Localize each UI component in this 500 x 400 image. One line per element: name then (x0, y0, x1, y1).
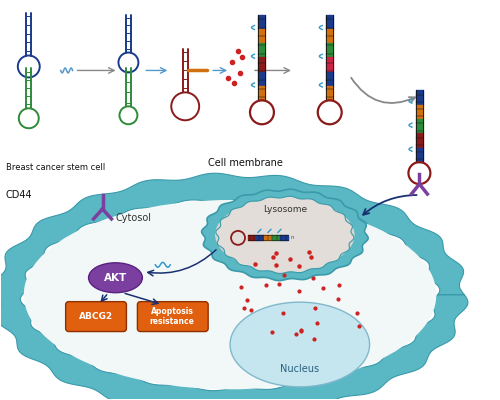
Ellipse shape (88, 263, 142, 293)
Text: DOX: DOX (224, 92, 242, 101)
Polygon shape (216, 196, 354, 274)
Ellipse shape (230, 302, 370, 387)
Text: $n$: $n$ (336, 10, 342, 19)
Ellipse shape (24, 200, 436, 389)
Text: Cytosol: Cytosol (116, 213, 152, 223)
Text: Lysosome: Lysosome (263, 206, 307, 214)
Text: Apoptosis
resistance: Apoptosis resistance (150, 307, 194, 326)
FancyBboxPatch shape (66, 302, 126, 332)
Polygon shape (0, 173, 468, 400)
Text: AKT: AKT (104, 273, 127, 283)
Text: M1: M1 (42, 26, 58, 36)
Text: M2: M2 (42, 81, 58, 91)
Text: AKTin peptide: AKTin peptide (62, 56, 115, 66)
Text: Breast cancer stem cell: Breast cancer stem cell (6, 163, 105, 172)
Text: Cell membrane: Cell membrane (208, 158, 282, 168)
Text: TA6NT-AKTin-DOX: TA6NT-AKTin-DOX (293, 4, 366, 13)
Text: Nucleus: Nucleus (280, 364, 320, 374)
Text: $_n$: $_n$ (290, 235, 294, 242)
Polygon shape (1, 1, 499, 155)
FancyBboxPatch shape (138, 302, 208, 332)
Text: $n$: $n$ (268, 10, 274, 19)
Text: $n$: $n$ (426, 85, 432, 94)
Ellipse shape (215, 199, 354, 271)
Text: DNA nanotrain: DNA nanotrain (229, 4, 295, 13)
Text: TA6-tethered
trigger: TA6-tethered trigger (160, 112, 210, 132)
Polygon shape (202, 189, 368, 280)
Text: ABCG2: ABCG2 (78, 312, 112, 321)
Text: CD44: CD44 (6, 190, 32, 200)
